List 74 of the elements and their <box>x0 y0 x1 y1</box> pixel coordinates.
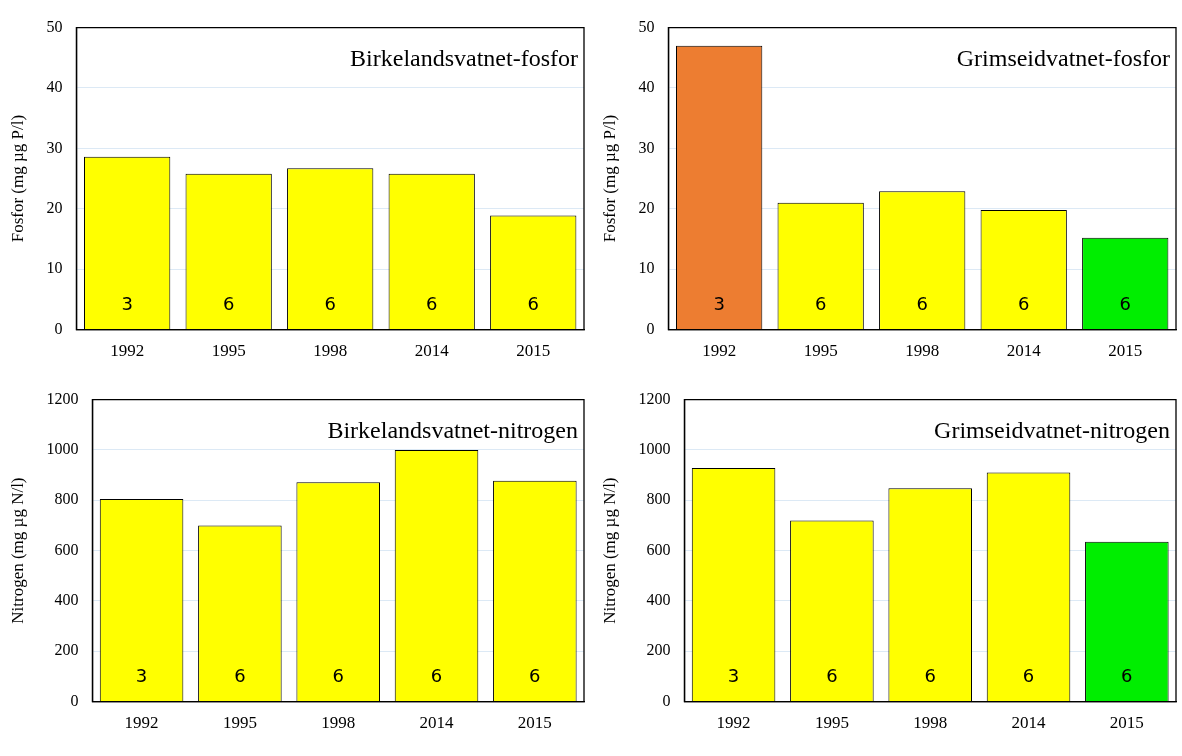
annotation: 6 <box>332 665 344 687</box>
x-tick-label: 2014 <box>1006 341 1042 361</box>
annotation: 3 <box>713 293 725 315</box>
y-tick-label: 20 <box>46 199 63 216</box>
y-tick-label: 400 <box>646 591 671 609</box>
x-tick-label: 2014 <box>1011 713 1047 733</box>
annotation: 6 <box>916 293 928 315</box>
annotation: 6 <box>527 293 539 315</box>
x-tick-label: 1995 <box>814 713 849 733</box>
annotation: 6 <box>324 293 336 315</box>
x-tick-label: 1992 <box>124 713 159 733</box>
y-axis-title: Fosfor (mg µg P/l) <box>7 114 27 243</box>
x-tick-label: 1995 <box>211 341 246 361</box>
x-tick-label: 1995 <box>803 341 838 361</box>
x-tick-label: 2014 <box>414 341 450 361</box>
y-tick-label: 1200 <box>46 389 79 407</box>
x-tick-label: 2015 <box>1108 341 1143 361</box>
annotation: 3 <box>727 665 740 687</box>
y-tick-label: 0 <box>662 691 671 709</box>
x-tick-label: 2015 <box>516 341 551 361</box>
y-tick-label: 20 <box>638 199 655 216</box>
y-tick-label: 40 <box>46 78 63 96</box>
x-tick-label: 1998 <box>905 341 940 361</box>
y-tick-label: 50 <box>46 17 63 35</box>
x-tick-label: 2015 <box>517 713 552 733</box>
annotation: 3 <box>135 665 148 687</box>
annotation: 6 <box>430 665 443 687</box>
annotation: 6 <box>1121 665 1133 687</box>
annotation: 6 <box>826 665 838 687</box>
text: Grimseidvatnet-fosfor <box>956 44 1170 71</box>
annotation: 6 <box>924 665 936 687</box>
x-tick-label: 1998 <box>313 341 348 361</box>
annotation: 6 <box>1017 293 1030 315</box>
y-tick-label: 200 <box>646 641 671 659</box>
x-tick-label: 2014 <box>419 713 455 733</box>
y-tick-label: 50 <box>638 17 655 35</box>
x-tick-label: 1992 <box>702 341 737 361</box>
annotation: 6 <box>1022 665 1035 687</box>
y-tick-label: 40 <box>638 78 655 96</box>
annotation: 6 <box>529 665 541 687</box>
y-axis-title: Fosfor (mg µg P/l) <box>599 114 619 243</box>
annotation: 6 <box>425 293 438 315</box>
y-tick-label: 10 <box>46 259 63 277</box>
y-tick-label: 10 <box>638 259 655 277</box>
y-tick-label: 200 <box>54 641 79 659</box>
x-tick-label: 2015 <box>1109 713 1144 733</box>
y-tick-label: 800 <box>54 490 79 508</box>
y-tick-label: 0 <box>646 319 655 337</box>
annotation: 6 <box>814 293 827 315</box>
y-tick-label: 0 <box>70 691 79 709</box>
text: Grimseidvatnet-nitrogen <box>934 416 1170 443</box>
y-tick-label: 30 <box>638 138 655 156</box>
y-tick-label: 400 <box>54 591 79 609</box>
y-axis-title: Nitrogen (mg µg N/l) <box>599 477 619 624</box>
y-tick-label: 0 <box>54 319 63 337</box>
y-tick-label: 600 <box>54 540 79 558</box>
x-tick-label: 1995 <box>222 713 257 733</box>
annotation: 6 <box>222 293 235 315</box>
y-tick-label: 1200 <box>638 389 671 407</box>
text: Birkelandsvatnet-nitrogen <box>327 416 578 443</box>
y-tick-label: 1000 <box>638 440 671 458</box>
annotation: 3 <box>121 293 133 315</box>
x-tick-label: 1992 <box>716 713 751 733</box>
annotation: 6 <box>1119 293 1131 315</box>
annotation: 6 <box>234 665 246 687</box>
text: Birkelandsvatnet-fosfor <box>350 44 578 71</box>
y-tick-label: 600 <box>646 540 671 558</box>
x-tick-label: 1998 <box>913 713 948 733</box>
y-tick-label: 1000 <box>46 440 79 458</box>
y-tick-label: 800 <box>646 490 671 508</box>
y-axis-title: Nitrogen (mg µg N/l) <box>7 477 27 624</box>
y-tick-label: 30 <box>46 138 63 156</box>
x-tick-label: 1998 <box>321 713 356 733</box>
x-tick-label: 1992 <box>110 341 145 361</box>
